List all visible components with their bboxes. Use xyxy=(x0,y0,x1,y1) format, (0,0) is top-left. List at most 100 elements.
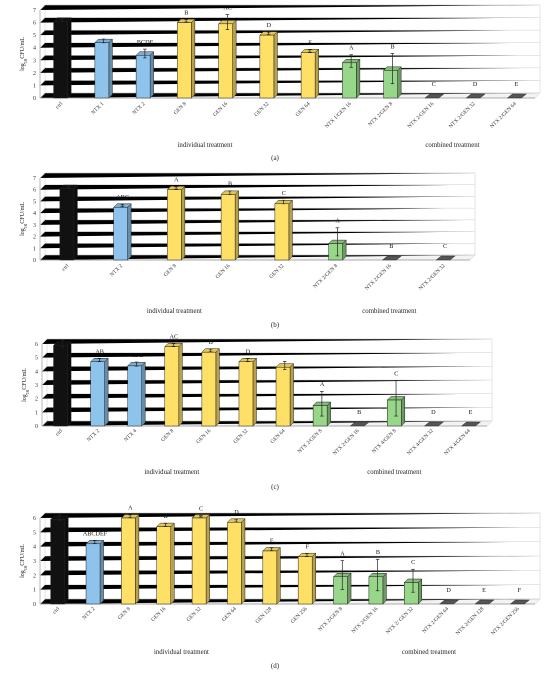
x-tick-label: GEN 16 xyxy=(212,101,229,118)
bar-front xyxy=(50,519,65,605)
bar-side xyxy=(73,184,78,261)
group-label-individual: individual treatment xyxy=(154,649,209,656)
bar-side xyxy=(99,539,104,605)
y-tick-label: 7 xyxy=(33,176,36,182)
y-tick-label: 0 xyxy=(33,96,36,102)
y-tick-label: 2 xyxy=(33,71,36,77)
significance-label: B xyxy=(391,43,395,50)
bar-front xyxy=(135,55,151,99)
bar-front xyxy=(177,22,192,99)
x-tick-label: GEN 16 xyxy=(215,263,232,280)
y-axis-label: log10CFU/mL xyxy=(20,544,28,578)
bar-side xyxy=(67,341,72,427)
y-tick-label: 1 xyxy=(33,246,36,252)
bar-front xyxy=(328,243,343,261)
bar xyxy=(424,93,445,99)
bar-front xyxy=(164,346,180,427)
y-tick-label: 4 xyxy=(35,369,38,375)
bar-side xyxy=(108,38,113,99)
bar-zero xyxy=(424,93,445,99)
x-tick-label: NTX 2/GEN 8 xyxy=(367,101,394,128)
bar-side xyxy=(356,58,361,99)
x-tick-label: NTX 2/GEN 64 xyxy=(489,101,518,130)
x-tick-label: GEN 8 xyxy=(160,428,175,443)
y-tick-label: 0 xyxy=(35,424,38,430)
bar xyxy=(368,558,387,605)
gridline xyxy=(39,92,540,99)
significance-label: C xyxy=(199,505,203,512)
bar-zero xyxy=(506,93,527,99)
bar xyxy=(156,522,175,605)
group-label-individual: individual treatment xyxy=(178,142,233,149)
gridline xyxy=(39,231,475,237)
gridline xyxy=(41,338,492,345)
y-tick-label: 1 xyxy=(33,83,36,89)
bar xyxy=(127,361,146,427)
bar-front xyxy=(201,351,217,427)
bar-side xyxy=(232,19,237,99)
significance-label: B xyxy=(376,549,380,556)
y-tick-label: 6 xyxy=(33,21,36,27)
bar-zero xyxy=(509,599,530,605)
x-tick-label: ctrl xyxy=(61,263,71,273)
bar-side xyxy=(397,66,402,99)
x-tick-label: GEN 8 xyxy=(163,263,178,278)
bar xyxy=(381,255,402,261)
bar-front xyxy=(218,23,233,99)
gridline xyxy=(39,207,475,214)
y-tick-label: 6 xyxy=(33,516,36,522)
y-tick-label: 1 xyxy=(35,410,38,416)
bar-front xyxy=(94,42,110,99)
bar-zero xyxy=(423,421,444,427)
significance-label: A xyxy=(128,505,133,512)
bar-front xyxy=(227,522,242,605)
bar-front xyxy=(113,207,128,261)
bar xyxy=(275,361,295,427)
bar-side xyxy=(127,203,132,261)
y-tick-label: 4 xyxy=(33,211,36,217)
x-tick-label: GEN 8 xyxy=(173,101,188,116)
gridline xyxy=(39,196,475,202)
x-tick-label: GEN 8 xyxy=(117,606,132,621)
significance-label: AC xyxy=(223,4,232,11)
x-tick-label: NTX 2/ GEN 32 xyxy=(385,606,415,636)
gridline xyxy=(41,379,492,386)
bar-zero xyxy=(435,255,456,261)
x-tick-label: NTX 2/GEN 128 xyxy=(455,606,486,637)
y-tick-label: 3 xyxy=(33,559,36,565)
x-tick-label: NTX 1 xyxy=(90,101,105,116)
bar xyxy=(90,357,109,427)
bar xyxy=(201,348,220,427)
significance-label: BCDE xyxy=(137,39,154,46)
significance-label: D xyxy=(431,409,436,416)
bar xyxy=(341,54,361,99)
bar xyxy=(238,357,258,427)
significance-label: C xyxy=(282,190,286,197)
y-tick-label: 0 xyxy=(33,258,36,264)
bar-front xyxy=(121,517,136,605)
bar-side xyxy=(149,51,154,99)
bar-front xyxy=(156,526,171,605)
bar-side xyxy=(273,31,278,99)
bar-zero xyxy=(474,599,495,605)
x-tick-label: GEN 16 xyxy=(195,428,212,445)
bar xyxy=(297,552,317,605)
x-tick-label: NTX 2 xyxy=(109,263,124,278)
x-tick-label: NTX 2/GEN 16 xyxy=(364,263,393,292)
significance-label: ABC xyxy=(116,194,129,201)
bar xyxy=(465,93,486,99)
bar-side xyxy=(288,199,293,261)
bar xyxy=(113,203,132,261)
x-tick-label: NTX 2/GEN 16 xyxy=(351,606,380,635)
gridline xyxy=(39,29,540,36)
significance-label: B xyxy=(164,513,168,520)
significance-label: C xyxy=(443,243,447,250)
significance-label: B xyxy=(184,9,188,16)
y-tick-label: 5 xyxy=(33,530,36,536)
significance-label: D xyxy=(473,81,478,88)
bar-front xyxy=(387,399,402,427)
bar xyxy=(435,255,456,261)
bar xyxy=(332,560,352,605)
bar-zero xyxy=(349,421,370,427)
